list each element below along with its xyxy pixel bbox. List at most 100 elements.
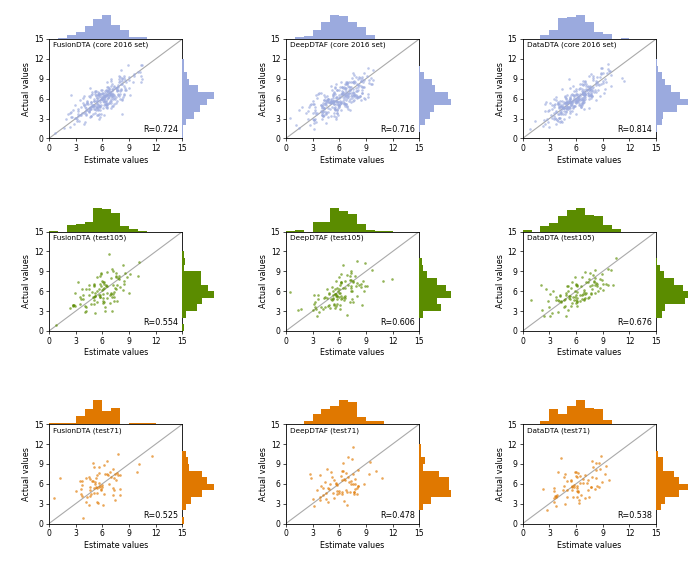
Point <box>578 90 589 99</box>
Point <box>349 90 360 99</box>
Point <box>596 79 607 88</box>
Point <box>100 91 111 100</box>
Point <box>54 473 65 482</box>
Point <box>123 84 134 93</box>
Point <box>95 85 106 95</box>
Point <box>99 93 110 102</box>
Point <box>356 89 368 98</box>
Point <box>113 78 125 87</box>
Bar <box>357 27 366 39</box>
Point <box>85 482 96 491</box>
Point <box>563 74 574 83</box>
Point <box>542 115 553 124</box>
Bar <box>58 423 66 424</box>
Bar <box>183 490 202 497</box>
Point <box>74 477 85 486</box>
Point <box>98 277 109 286</box>
Point <box>352 74 363 83</box>
Bar <box>357 224 366 231</box>
Point <box>549 483 560 492</box>
Point <box>89 97 100 106</box>
Point <box>111 96 122 105</box>
Point <box>103 87 114 96</box>
Point <box>342 102 353 111</box>
Point <box>94 483 105 492</box>
Point <box>146 451 158 460</box>
Point <box>579 76 590 85</box>
Bar <box>76 32 85 39</box>
Point <box>589 86 601 95</box>
Point <box>351 281 362 290</box>
Point <box>99 92 110 101</box>
Point <box>573 84 584 93</box>
Point <box>574 297 585 306</box>
Point <box>81 98 92 108</box>
Point <box>599 88 610 97</box>
Point <box>577 88 588 97</box>
Point <box>579 90 590 99</box>
Point <box>548 112 559 121</box>
Point <box>556 117 567 126</box>
Point <box>339 92 350 101</box>
Point <box>339 101 350 110</box>
Point <box>554 109 565 118</box>
Point <box>319 293 330 302</box>
Bar <box>366 35 375 39</box>
Point <box>367 79 378 88</box>
Point <box>569 272 580 281</box>
Point <box>89 479 100 488</box>
Point <box>83 284 94 293</box>
Point <box>80 118 91 127</box>
Point <box>565 93 576 102</box>
Point <box>571 492 582 501</box>
Point <box>570 95 582 104</box>
Point <box>100 281 111 290</box>
Point <box>573 95 584 104</box>
Point <box>312 311 323 320</box>
Point <box>117 74 128 83</box>
Point <box>570 472 582 481</box>
Point <box>317 100 328 109</box>
Point <box>80 306 92 315</box>
Point <box>105 290 116 299</box>
Point <box>97 278 108 287</box>
Point <box>561 485 573 494</box>
Point <box>346 97 357 106</box>
Point <box>351 279 362 288</box>
Point <box>85 98 97 107</box>
Point <box>606 265 617 274</box>
Point <box>97 95 108 104</box>
Point <box>584 90 595 99</box>
Point <box>106 80 118 89</box>
Point <box>316 108 328 117</box>
Point <box>333 489 344 498</box>
Point <box>88 109 99 118</box>
Point <box>99 100 110 109</box>
Point <box>115 86 126 95</box>
Point <box>334 100 345 109</box>
Point <box>569 287 580 296</box>
Point <box>315 492 326 501</box>
Point <box>540 285 551 294</box>
Point <box>92 484 103 493</box>
Point <box>329 83 340 92</box>
Point <box>91 94 102 103</box>
Point <box>585 90 596 99</box>
Point <box>326 97 337 106</box>
Point <box>571 93 582 102</box>
Bar <box>357 417 366 424</box>
Point <box>120 76 131 85</box>
Point <box>573 100 584 109</box>
Point <box>73 278 84 287</box>
Point <box>540 106 551 115</box>
Point <box>582 89 594 98</box>
Point <box>94 292 105 301</box>
Point <box>102 82 113 91</box>
Point <box>102 469 113 478</box>
Point <box>564 103 575 112</box>
Point <box>316 103 327 112</box>
Point <box>561 103 572 112</box>
Bar <box>419 66 420 72</box>
Bar <box>550 409 559 424</box>
X-axis label: Estimate values: Estimate values <box>321 156 385 165</box>
